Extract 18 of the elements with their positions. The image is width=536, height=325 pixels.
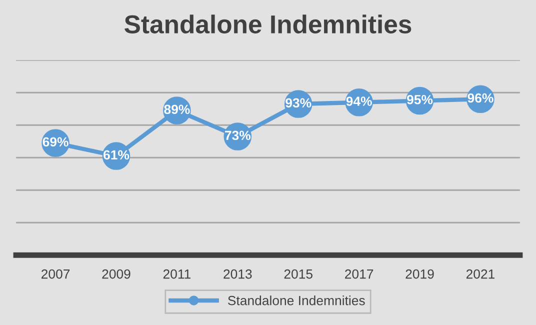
x-tick-label: 2017	[345, 269, 374, 279]
data-label: 95%	[407, 94, 433, 104]
data-label: 73%	[225, 130, 251, 140]
data-label: 69%	[42, 137, 68, 147]
x-tick-label: 2015	[284, 269, 312, 279]
data-label: 94%	[346, 96, 372, 106]
data-label: 96%	[468, 93, 494, 103]
legend-label: Standalone Indemnities	[228, 296, 365, 306]
x-tick-label: 2007	[42, 269, 70, 279]
data-label: 61%	[104, 150, 130, 160]
x-tick-label: 2013	[224, 269, 252, 279]
data-label: 93%	[286, 98, 312, 108]
x-tick-label: 2019	[406, 269, 434, 279]
x-tick-label: 2009	[102, 269, 130, 279]
x-tick-label: 2021	[466, 269, 494, 279]
data-label: 89%	[164, 104, 190, 114]
chart-title: Standalone Indemnities	[124, 14, 412, 34]
x-tick-label: 2011	[163, 269, 190, 279]
